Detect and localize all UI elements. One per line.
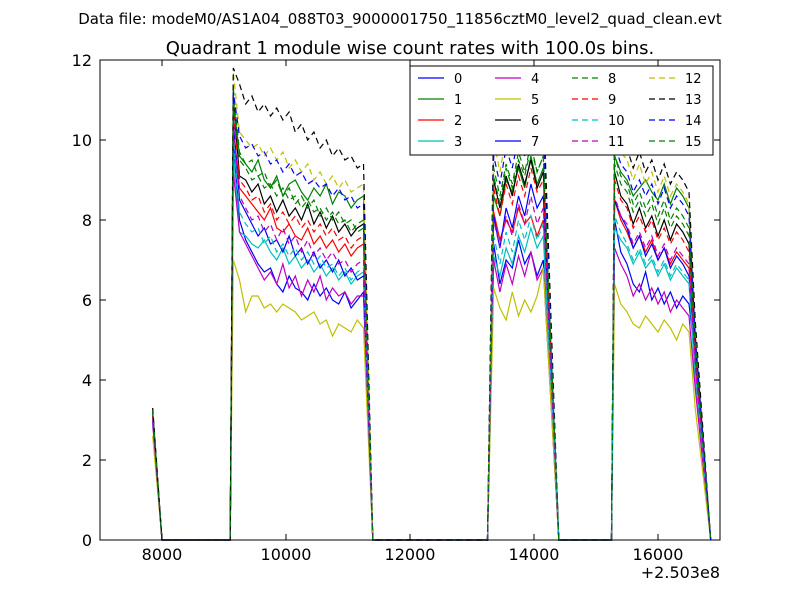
- x-tick-label: 14000: [509, 545, 560, 564]
- legend-label-2: 2: [454, 114, 462, 129]
- y-tick-label: 6: [82, 291, 92, 310]
- legend-label-1: 1: [454, 93, 462, 108]
- x-tick-label: 12000: [385, 545, 436, 564]
- legend-label-10: 10: [608, 114, 625, 129]
- y-tick-label: 4: [82, 371, 92, 390]
- y-tick-label: 2: [82, 451, 92, 470]
- series-line-12: [152, 71, 712, 541]
- y-tick-label: 12: [72, 51, 92, 70]
- legend-label-11: 11: [608, 135, 625, 150]
- legend-label-9: 9: [608, 93, 616, 108]
- legend-label-8: 8: [608, 72, 616, 87]
- x-tick-label: 16000: [633, 545, 684, 564]
- series-line-15: [152, 103, 712, 541]
- legend-label-7: 7: [531, 135, 539, 150]
- legend-box: [409, 65, 714, 156]
- legend-label-0: 0: [454, 72, 462, 87]
- x-tick-label: 10000: [261, 545, 312, 564]
- legend-label-6: 6: [531, 114, 539, 129]
- x-tick-label: 8000: [142, 545, 183, 564]
- y-tick-label: 0: [82, 531, 92, 550]
- data-file-label: Data file: modeM0/AS1A04_088T03_90000017…: [78, 10, 722, 29]
- y-tick-label: 8: [82, 211, 92, 230]
- chart-title: Quadrant 1 module wise count rates with …: [166, 38, 655, 59]
- legend-label-4: 4: [531, 72, 539, 87]
- series-line-3: [152, 151, 712, 541]
- x-offset-label: +2.503e8: [641, 563, 720, 582]
- series-line-5: [152, 259, 712, 541]
- legend-label-3: 3: [454, 135, 462, 150]
- legend-label-12: 12: [685, 72, 702, 87]
- legend-label-5: 5: [531, 93, 539, 108]
- y-tick-label: 10: [72, 131, 92, 150]
- legend-label-13: 13: [685, 93, 702, 108]
- legend-label-14: 14: [685, 114, 702, 129]
- series-line-9: [152, 107, 712, 541]
- legend-label-15: 15: [685, 135, 702, 150]
- series-line-10: [152, 135, 712, 541]
